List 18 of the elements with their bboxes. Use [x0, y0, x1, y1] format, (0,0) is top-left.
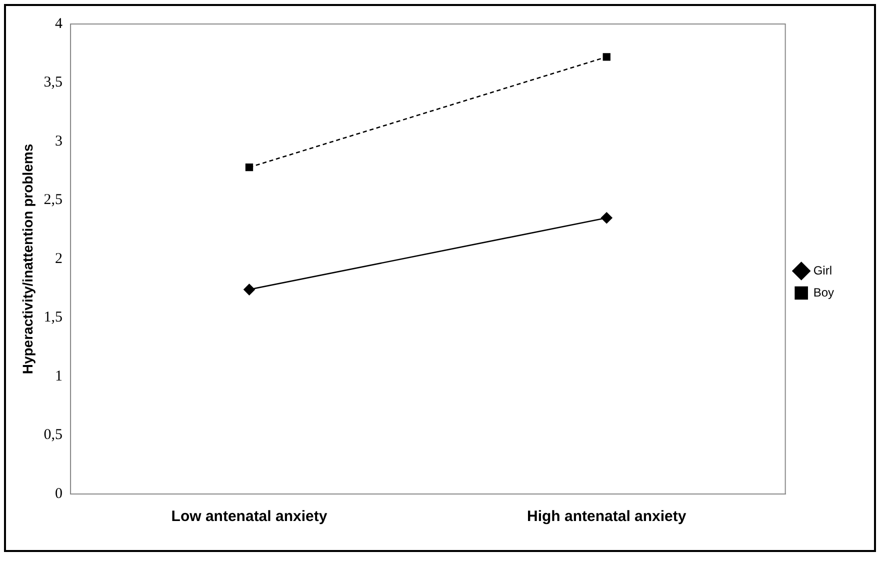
point	[600, 212, 612, 224]
point	[602, 53, 610, 61]
y-axis-title: Hyperactivity/inattention problems	[19, 144, 36, 374]
y-tick-label: 3,5	[44, 74, 63, 91]
y-tick-label: 2,5	[44, 192, 63, 208]
x-tick-label: High antenatal anxiety	[527, 508, 687, 526]
y-tick-label: 2	[55, 250, 63, 267]
point	[244, 284, 255, 296]
legend-label: Boy	[813, 285, 834, 300]
x-tick-label: Low antenatal anxiety	[171, 508, 328, 526]
y-tick-label: 1	[55, 368, 63, 384]
y-tick-label: 3	[55, 133, 63, 150]
y-tick-label: 0,5	[44, 427, 63, 444]
y-tick-label: 0	[55, 486, 63, 502]
y-tick-label: 1,5	[44, 310, 63, 326]
legend-label: Girl	[813, 263, 832, 278]
y-tick-label: 4	[55, 16, 64, 32]
point	[245, 164, 254, 172]
